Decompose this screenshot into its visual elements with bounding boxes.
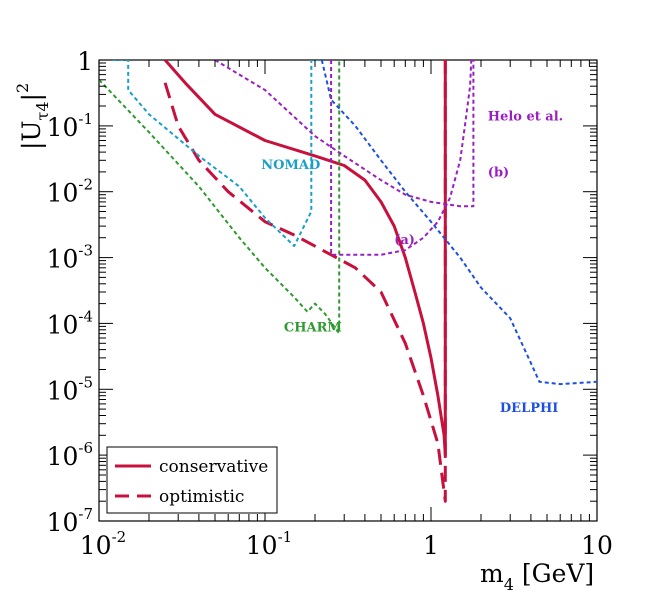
tick-layer: 10-2 10-1 1 10 1 10-1 10-2 10-3 10-4 10-5 10-6 10-7 <box>47 47 613 560</box>
annotation-charm: CHARM <box>284 321 342 336</box>
y-axis-title: |Uτ4|2 <box>13 83 52 150</box>
legend-label-conservative: conservative <box>159 457 268 477</box>
y-tick-label: 10-1 <box>47 110 93 142</box>
series-delphi <box>320 60 597 386</box>
y-tick-label: 10-7 <box>47 505 93 537</box>
annotation-b: (b) <box>488 166 509 181</box>
annotation-delphi: DELPHI <box>500 401 558 416</box>
y-tick-label: 1 <box>77 47 93 76</box>
series-optimistic <box>163 60 447 503</box>
series-helo-et-al-a <box>330 60 473 256</box>
x-tick-label: 10-1 <box>246 528 292 560</box>
series-charm <box>99 60 341 335</box>
x-tick-label: 1 <box>423 531 439 560</box>
legend-label-optimistic: optimistic <box>159 487 244 507</box>
y-tick-label: 10-3 <box>47 242 93 274</box>
y-tick-label: 10-2 <box>47 176 93 208</box>
annotation-helo-et-al: Helo et al. <box>488 110 563 125</box>
series-layer <box>99 60 597 503</box>
y-tick-label: 10-6 <box>47 439 93 471</box>
series-nomad <box>112 60 322 247</box>
annotation-layer: NOMAD CHARM DELPHI Helo et al. (a) (b) <box>261 110 563 417</box>
series-conservative <box>163 60 447 457</box>
x-tick-label: 10-2 <box>80 528 126 560</box>
y-tick-label: 10-5 <box>47 373 93 405</box>
legend-box <box>106 446 278 514</box>
axis-titles: m4 [GeV] |Uτ4|2 <box>13 83 594 594</box>
annotation-nomad: NOMAD <box>261 158 320 173</box>
annotation-a: (a) <box>394 233 415 248</box>
x-tick-label: 10 <box>581 531 613 560</box>
series-helo-et-al-b <box>214 60 475 208</box>
plot-frame <box>98 59 598 522</box>
legend: conservative optimistic <box>106 446 278 514</box>
y-tick-label: 10-4 <box>47 307 93 339</box>
x-axis-title: m4 [GeV] <box>480 559 594 594</box>
